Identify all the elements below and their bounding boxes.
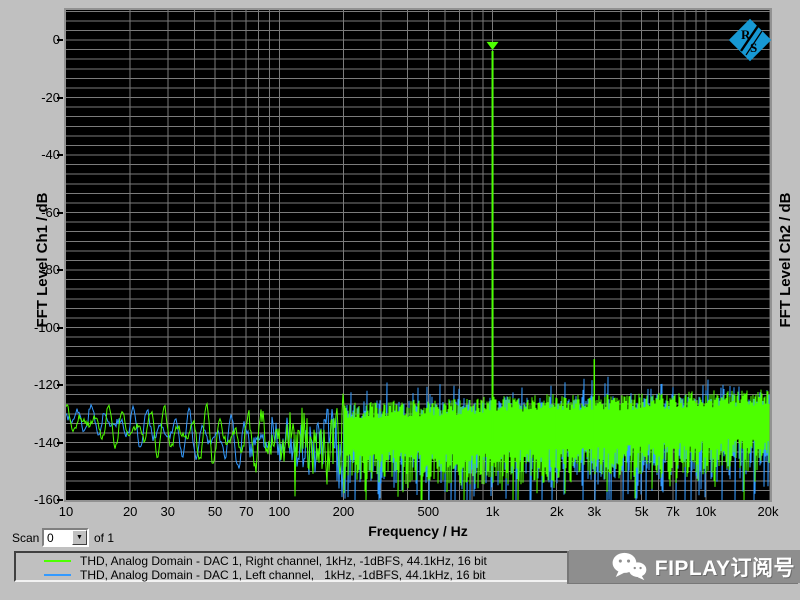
x-axis-title: Frequency / Hz bbox=[368, 523, 468, 539]
ch1-trace-swatch bbox=[44, 560, 71, 562]
wechat-icon bbox=[612, 552, 647, 581]
scan-dropdown-value[interactable]: 0 bbox=[47, 531, 54, 545]
y-tick-label: -120 bbox=[33, 377, 60, 392]
y-tick-label: -140 bbox=[33, 434, 60, 450]
legend-label-ch2: THD, Analog Domain - DAC 1, Left channel… bbox=[80, 568, 486, 582]
scan-count-text: of 1 bbox=[94, 531, 115, 545]
y-tick-mark bbox=[57, 441, 63, 444]
x-tick-label: 1k bbox=[485, 504, 500, 519]
y-tick-label: -40 bbox=[41, 147, 60, 162]
ch2-trace-swatch bbox=[44, 574, 71, 576]
y-tick-label: -160 bbox=[33, 492, 60, 507]
x-tick-label: 7k bbox=[665, 504, 680, 519]
x-tick-label: 5k bbox=[634, 504, 649, 519]
watermark-bar: FIPLAY订阅号 bbox=[569, 550, 800, 583]
x-tick-label: 30 bbox=[160, 504, 175, 519]
y-tick-label: -20 bbox=[41, 89, 60, 105]
fft-spectrum-canvas bbox=[66, 10, 770, 500]
y-tick-mark bbox=[57, 326, 63, 329]
logo-letter-r: R bbox=[741, 27, 751, 42]
legend-item-ch2: THD, Analog Domain - DAC 1, Left channel… bbox=[16, 568, 782, 582]
watermark-text: FIPLAY订阅号 bbox=[654, 556, 795, 580]
plot-area[interactable] bbox=[64, 8, 772, 502]
chevron-down-icon: ▼ bbox=[76, 534, 83, 541]
x-tick-label: 100 bbox=[268, 504, 291, 519]
x-tick-label: 500 bbox=[417, 504, 440, 519]
x-tick-label: 20k bbox=[757, 504, 779, 519]
y-tick-mark bbox=[57, 154, 63, 156]
rohde-schwarz-logo: R S bbox=[728, 18, 772, 62]
legend-label-ch1: THD, Analog Domain - DAC 1, Right channe… bbox=[80, 554, 487, 568]
scan-label: Scan bbox=[12, 531, 40, 545]
y-axis-title-ch2: FFT Level Ch2 / dB bbox=[777, 192, 794, 328]
scan-dropdown-button[interactable]: ▼ bbox=[72, 530, 87, 545]
legend-item-ch1: THD, Analog Domain - DAC 1, Right channe… bbox=[16, 554, 782, 568]
y-tick-mark bbox=[57, 384, 63, 386]
x-tick-label: 200 bbox=[332, 504, 355, 519]
y-tick-mark bbox=[57, 96, 63, 99]
x-tick-label: 70 bbox=[238, 504, 254, 519]
x-tick-label: 10 bbox=[58, 504, 74, 519]
logo-letter-s: S bbox=[750, 40, 757, 55]
x-tick-label: 2k bbox=[549, 504, 564, 519]
scan-dropdown[interactable]: 0 ▼ bbox=[42, 528, 89, 547]
y-tick-mark bbox=[57, 499, 63, 501]
y-tick-label: -80 bbox=[41, 262, 60, 277]
x-tick-label: 10k bbox=[695, 504, 717, 519]
y-tick-mark bbox=[57, 269, 63, 271]
y-tick-label: -60 bbox=[41, 204, 60, 220]
y-tick-mark bbox=[57, 39, 63, 41]
x-tick-label: 3k bbox=[587, 504, 602, 519]
y-tick-mark bbox=[57, 211, 63, 214]
y-tick-label: -100 bbox=[33, 319, 60, 335]
x-tick-label: 20 bbox=[122, 504, 138, 519]
y-tick-label: 0 bbox=[8, 33, 60, 47]
x-tick-label: 50 bbox=[207, 504, 223, 519]
y-axis-title-ch1: FFT Level Ch1 / dB bbox=[34, 192, 51, 328]
